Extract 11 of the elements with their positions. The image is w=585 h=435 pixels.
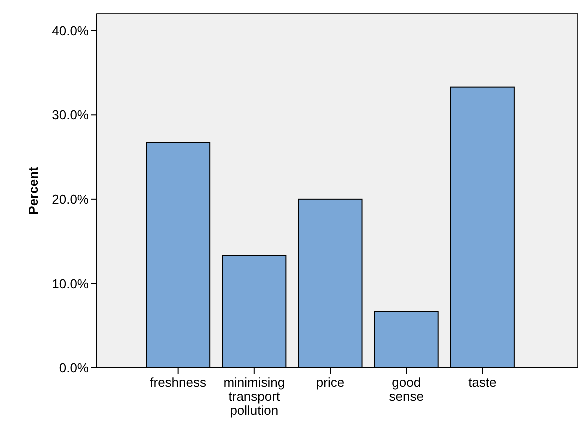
x-tick-label: minimising transport pollution bbox=[224, 375, 286, 418]
y-tick-label: 30.0% bbox=[52, 108, 90, 123]
y-tick-label: 0.0% bbox=[59, 360, 90, 376]
x-tick-label: taste bbox=[468, 375, 497, 390]
y-tick-label: 20.0% bbox=[52, 192, 90, 207]
y-tick-label: 10.0% bbox=[52, 276, 90, 292]
x-tick-label: price bbox=[316, 375, 345, 390]
y-tick-label: 40.0% bbox=[52, 23, 90, 38]
x-tick-label: good sense bbox=[389, 375, 424, 404]
x-tick-label: freshness bbox=[150, 375, 207, 390]
y-axis-title: Percent bbox=[26, 166, 41, 215]
